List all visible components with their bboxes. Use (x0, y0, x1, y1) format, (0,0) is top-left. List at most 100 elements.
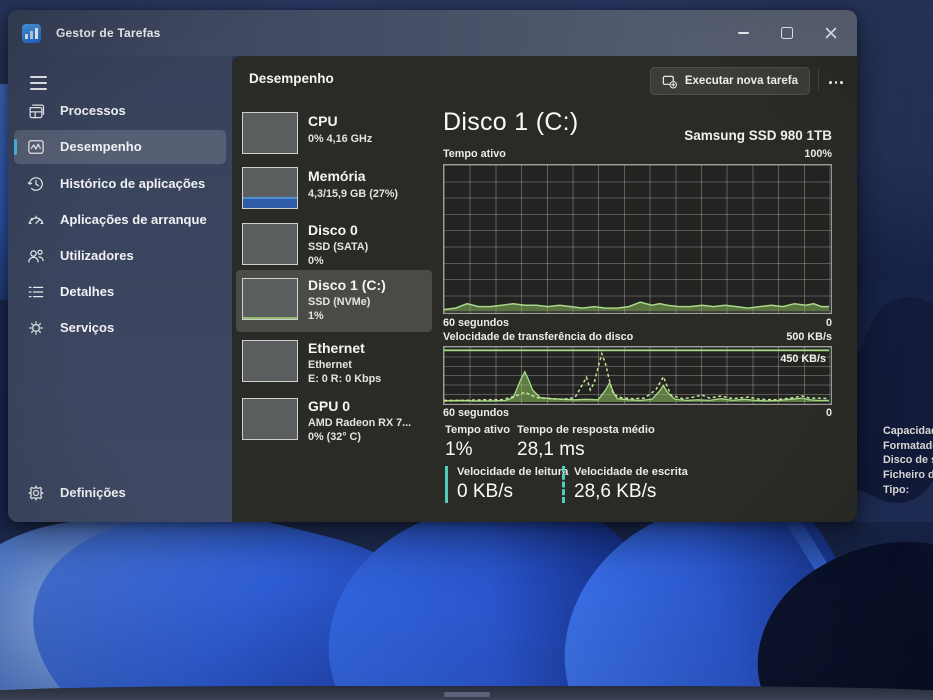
disk-activity-area (444, 302, 829, 311)
sidebar-item-arranque[interactable]: Aplicações de arranque (14, 203, 226, 237)
chart2-xlabel-right: 0 (825, 407, 832, 419)
close-button[interactable] (809, 10, 853, 56)
settings-gear-icon (26, 483, 46, 503)
active-time-stat-value: 1% (445, 439, 473, 460)
startup-apps-icon (26, 210, 46, 230)
write-speed-label: Velocidade de escrita (574, 466, 688, 478)
memory-usage-fill (243, 197, 297, 208)
chart1-title: Tempo ativo (443, 148, 506, 160)
sidebar-item-definicoes[interactable]: Definições (14, 476, 226, 510)
read-speed-area (444, 371, 829, 402)
sidebar-item-label: Definições (60, 485, 126, 500)
disk-activity-fill (243, 317, 297, 319)
disk0-mini-chart (242, 223, 298, 265)
sidebar-item-label: Serviços (60, 320, 115, 335)
chart1-ymax-label: 100% (804, 148, 832, 160)
more-options-button[interactable] (823, 69, 849, 91)
sidebar-item-label: Histórico de aplicações (60, 176, 206, 191)
disk-activity-line (444, 301, 829, 311)
write-speed-legend: Velocidade de escrita 28,6 KB/s (562, 466, 688, 503)
run-new-task-label: Executar nova tarefa (684, 75, 798, 87)
property-label: Ficheiro de paginação: (883, 469, 933, 481)
detail-title: Disco 1 (C:) (443, 108, 579, 136)
disk1-mini-chart (242, 278, 298, 320)
device-sub: 1% (308, 310, 324, 322)
sidebar-item-detalhes[interactable]: Detalhes (14, 275, 226, 309)
device-sub: AMD Radeon RX 7... (308, 417, 412, 429)
property-label: Formatado: (883, 440, 933, 452)
device-name: Disco 1 (C:) (308, 277, 386, 293)
sidebar-item-desempenho[interactable]: Desempenho (14, 130, 226, 164)
chart2-title: Velocidade de transferência do disco (443, 331, 634, 343)
header-divider (818, 69, 819, 90)
minimize-icon (737, 32, 749, 34)
device-sub: 0% (32° C) (308, 431, 361, 443)
processes-icon (26, 101, 46, 121)
read-speed-label: Velocidade de leitura (457, 466, 569, 478)
selected-accent-pill (14, 139, 17, 155)
response-time-stat-label: Tempo de resposta médio (517, 424, 655, 436)
device-name: Disco 0 (308, 222, 358, 238)
device-sub: SSD (SATA) (308, 241, 369, 253)
task-manager-icon (22, 24, 41, 43)
sidebar-item-servicos[interactable]: Serviços (14, 311, 226, 345)
run-new-task-button[interactable]: Executar nova tarefa (649, 67, 810, 95)
device-sub: E: 0 R: 0 Kbps (308, 373, 382, 385)
property-label: Tipo: (883, 484, 910, 496)
ethernet-mini-chart (242, 340, 298, 382)
chart2-ymax-label: 500 KB/s (786, 331, 832, 343)
monitor-bezel (0, 686, 933, 700)
sidebar-item-processos[interactable]: Processos (14, 94, 226, 128)
device-name: Memória (308, 168, 366, 184)
title-bar[interactable]: Gestor de Tarefas (8, 10, 857, 56)
device-sub: SSD (NVMe) (308, 296, 371, 308)
hamburger-icon (30, 76, 47, 78)
active-time-chart (443, 164, 832, 314)
write-speed-value: 28,6 KB/s (574, 481, 657, 502)
close-icon (825, 27, 837, 39)
device-sub: 4,3/15,9 GB (27%) (308, 188, 399, 200)
device-sub: 0% (308, 255, 324, 267)
chart2-xlabel-left: 60 segundos (443, 407, 509, 419)
device-name: GPU 0 (308, 398, 351, 414)
read-speed-line (444, 370, 829, 402)
hamburger-menu-button[interactable] (24, 68, 54, 98)
sidebar-item-label: Detalhes (60, 284, 115, 299)
performance-icon (26, 137, 46, 157)
device-name: Ethernet (308, 340, 365, 356)
performance-panel: Desempenho Executar nova tarefa CPU 0% 4… (232, 56, 933, 522)
read-speed-legend: Velocidade de leitura 0 KB/s (445, 466, 568, 503)
sidebar-item-utilizadores[interactable]: Utilizadores (14, 239, 226, 273)
device-sub: Ethernet (308, 359, 352, 371)
read-speed-value: 0 KB/s (457, 481, 513, 502)
memory-mini-chart (242, 167, 298, 209)
scale-marker-label: 450 KB/s (780, 353, 826, 365)
window-title: Gestor de Tarefas (56, 26, 161, 40)
active-time-stat-label: Tempo ativo (445, 424, 511, 436)
monitor-logo-notch (443, 692, 490, 697)
ellipsis-icon (827, 71, 844, 89)
chart1-xlabel-left: 60 segundos (443, 317, 509, 329)
chart1-xlabel-right: 0 (825, 317, 832, 329)
maximize-button[interactable] (765, 10, 809, 56)
sidebar-item-label: Desempenho (60, 139, 142, 154)
app-history-icon (26, 174, 46, 194)
property-label: Capacidade: (883, 425, 933, 437)
disk-detail-pane: Disco 1 (C:) Samsung SSD 980 1TB Tempo a… (443, 56, 933, 522)
panel-title: Desempenho (249, 71, 334, 86)
cpu-mini-chart (242, 112, 298, 154)
services-icon (26, 318, 46, 338)
wallpaper-left-petal (0, 84, 10, 304)
minimize-button[interactable] (721, 10, 765, 56)
response-time-stat-value: 28,1 ms (517, 439, 585, 460)
write-speed-line (444, 351, 829, 402)
sidebar-item-historico[interactable]: Histórico de aplicações (14, 167, 226, 201)
sidebar-item-label: Processos (60, 103, 126, 118)
details-icon (26, 282, 46, 302)
gpu-mini-chart (242, 398, 298, 440)
disk-model: Samsung SSD 980 1TB (684, 128, 832, 143)
task-manager-window: Gestor de Tarefas Processos (8, 10, 933, 522)
device-name: CPU (308, 113, 338, 129)
sidebar: Processos Desempenho Histórico de aplica… (8, 56, 232, 522)
